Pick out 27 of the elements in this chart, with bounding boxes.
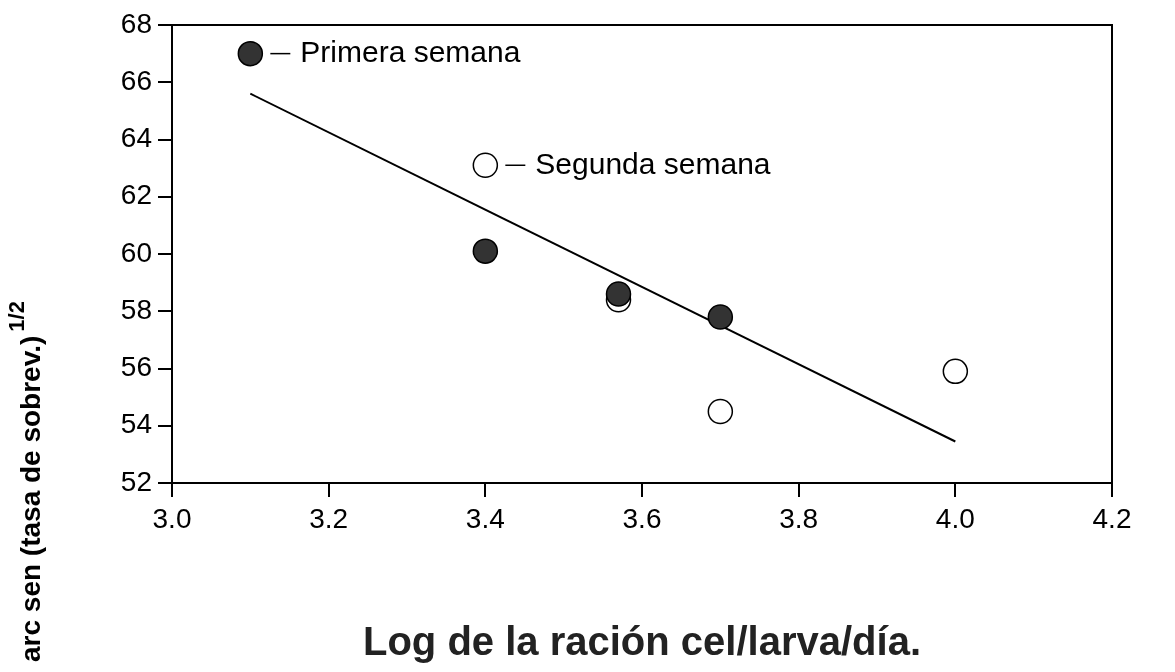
y-tick-label: 62 (120, 179, 152, 211)
legend-label: Primera semana (300, 34, 521, 68)
x-tick-label: 4.0 (935, 502, 975, 534)
x-tick-label: 3.0 (152, 502, 192, 534)
point (237, 40, 264, 67)
legend-label: Segunda semana (535, 146, 771, 180)
y-tick-label: 56 (120, 351, 152, 383)
y-tick-label: 66 (120, 64, 152, 96)
y-axis-title: arc sen (tasa de sobrev.)1/2 (4, 301, 46, 662)
x-tick-label: 3.2 (309, 502, 349, 534)
point (707, 304, 734, 330)
point (472, 152, 499, 179)
y-tick-label: 64 (120, 122, 152, 154)
point (605, 281, 632, 307)
y-tick-label: 68 (120, 7, 152, 39)
x-tick-label: 3.4 (465, 502, 505, 534)
point (707, 398, 734, 425)
x-tick-label: 3.8 (779, 502, 819, 534)
y-tick-label: 54 (120, 408, 152, 440)
y-tick-label: 60 (120, 236, 152, 268)
y-tick-label: 58 (120, 293, 152, 325)
x-tick-label: 3.6 (622, 502, 662, 534)
x-axis-title: Log de la ración cel/larva/día. (363, 619, 921, 664)
y-tick-label: 52 (120, 465, 152, 497)
x-tick-label: 4.2 (1092, 502, 1132, 534)
point (472, 238, 499, 264)
point (942, 358, 969, 385)
